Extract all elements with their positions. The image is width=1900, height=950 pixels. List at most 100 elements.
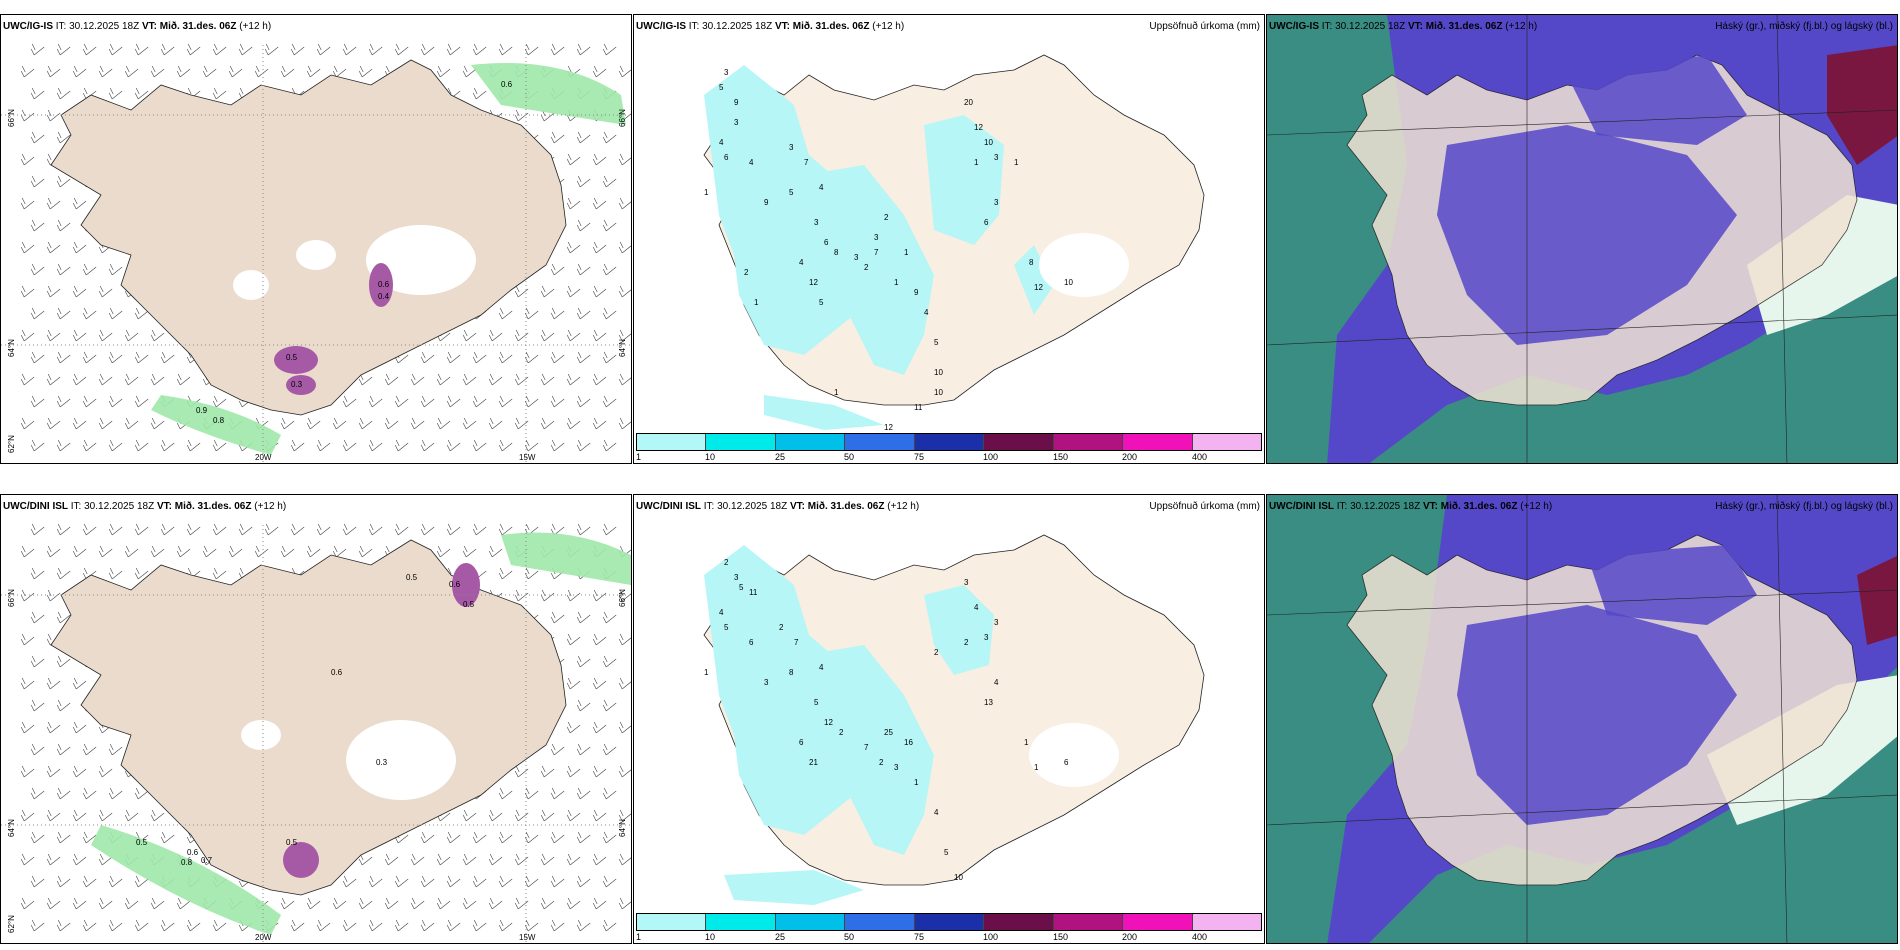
value-label: 0.5 <box>463 600 475 609</box>
value-label: 0.6 <box>501 80 513 89</box>
wind-barb <box>82 787 97 800</box>
wind-barb <box>550 611 565 624</box>
wind-barb <box>46 65 61 78</box>
wind-barb <box>550 307 565 320</box>
precip-value: 3 <box>994 618 999 627</box>
precip-value: 10 <box>984 138 993 147</box>
colorbar-tick: 150 <box>1053 452 1069 462</box>
colorbar-cell <box>1192 914 1261 930</box>
wind-barb <box>254 545 269 558</box>
wind-barb <box>602 351 617 364</box>
vt-label: VT: <box>156 501 172 512</box>
wind-barb <box>420 439 435 452</box>
wind-barb <box>124 545 139 558</box>
wind-barb <box>332 417 347 430</box>
it-label: IT: <box>688 21 700 32</box>
wind-barb <box>160 351 175 364</box>
wind-barb <box>20 721 35 734</box>
wind-barb <box>394 919 409 932</box>
vt-value: Mið. 31.des. 06Z <box>792 21 870 32</box>
precip-value: 3 <box>994 153 999 162</box>
wind-barb <box>488 853 503 866</box>
wind-barb <box>82 351 97 364</box>
precip-value: 3 <box>874 233 879 242</box>
wind-barb <box>576 43 591 56</box>
precip-value: 1 <box>1034 763 1039 772</box>
wind-barb <box>550 395 565 408</box>
model-name: UWC/DINI ISL <box>636 501 701 512</box>
precip-value: 10 <box>934 388 943 397</box>
wind-barb <box>524 43 539 56</box>
lat-label-right: 64°N <box>618 339 627 357</box>
wind-barb <box>602 307 617 320</box>
wind-barb <box>212 87 227 100</box>
wind-barb <box>342 919 357 932</box>
wind-barb <box>124 373 139 386</box>
wind-barb <box>618 633 631 646</box>
precip-value: 6 <box>749 638 754 647</box>
wind-barb <box>46 285 61 298</box>
wind-barb <box>576 743 591 756</box>
vt-value: Mið. 31.des. 06Z <box>159 21 237 32</box>
colorbar-tick: 400 <box>1192 932 1208 942</box>
colorbar-tick: 75 <box>914 452 925 462</box>
wind-barb <box>134 395 149 408</box>
white-patch <box>1039 233 1129 297</box>
colorbar-cell <box>984 434 1054 450</box>
wind-barb <box>394 875 409 888</box>
wind-barb <box>566 153 581 166</box>
it-value: 30.12.2025 18Z <box>84 501 155 512</box>
wind-barb <box>134 919 149 932</box>
precip-value: 1 <box>914 778 919 787</box>
precip-value: 10 <box>934 368 943 377</box>
wind-barb <box>56 567 71 580</box>
wind-barb <box>108 743 123 756</box>
wind-barb <box>30 567 45 580</box>
precip-value: 2 <box>934 648 939 657</box>
wind-barb <box>514 809 529 822</box>
wind-barb <box>316 919 331 932</box>
wind-barb <box>576 655 591 668</box>
precip-value: 5 <box>944 848 949 857</box>
vt-value: Mið. 31.des. 06Z <box>1440 501 1518 512</box>
lon-label: 20W <box>255 453 272 462</box>
precip-value: 16 <box>904 738 913 747</box>
wind-barb <box>150 545 165 558</box>
cloud-mid-overlay-2 <box>1567 55 1747 145</box>
wind-barb <box>108 919 123 932</box>
precip-value: 12 <box>809 278 818 287</box>
wind-barb <box>472 87 487 100</box>
value-label: 0.6 <box>378 280 390 289</box>
wind-barb <box>46 109 61 122</box>
wind-barb <box>394 43 409 56</box>
wind-barb <box>384 853 399 866</box>
wind-barb <box>592 65 607 78</box>
wind-barb <box>488 545 503 558</box>
precip-value: 3 <box>984 633 989 642</box>
wind-barb <box>332 897 347 910</box>
wind-barb <box>566 285 581 298</box>
wind-barb <box>410 853 425 866</box>
wind-barb <box>342 395 357 408</box>
precip-value: 1 <box>754 298 759 307</box>
wind-barb <box>576 699 591 712</box>
wind-barb <box>56 699 71 712</box>
wind-barb <box>238 43 253 56</box>
wind-barb <box>550 875 565 888</box>
value-label: 0.6 <box>449 580 461 589</box>
wind-barb <box>368 875 383 888</box>
wind-barb <box>56 831 71 844</box>
wind-barb <box>618 765 631 778</box>
value-label: 0.6 <box>187 848 199 857</box>
wind-barb <box>576 831 591 844</box>
wind-barb <box>72 417 87 430</box>
value-label: 0.8 <box>181 858 193 867</box>
green-shading <box>471 63 626 125</box>
purple-blob-2 <box>274 346 318 374</box>
wind-barb <box>566 241 581 254</box>
wind-barb <box>384 373 399 386</box>
wind-barb <box>472 919 487 932</box>
precip-value: 21 <box>809 758 818 767</box>
precip-sea <box>764 395 884 430</box>
wind-barb <box>150 809 165 822</box>
